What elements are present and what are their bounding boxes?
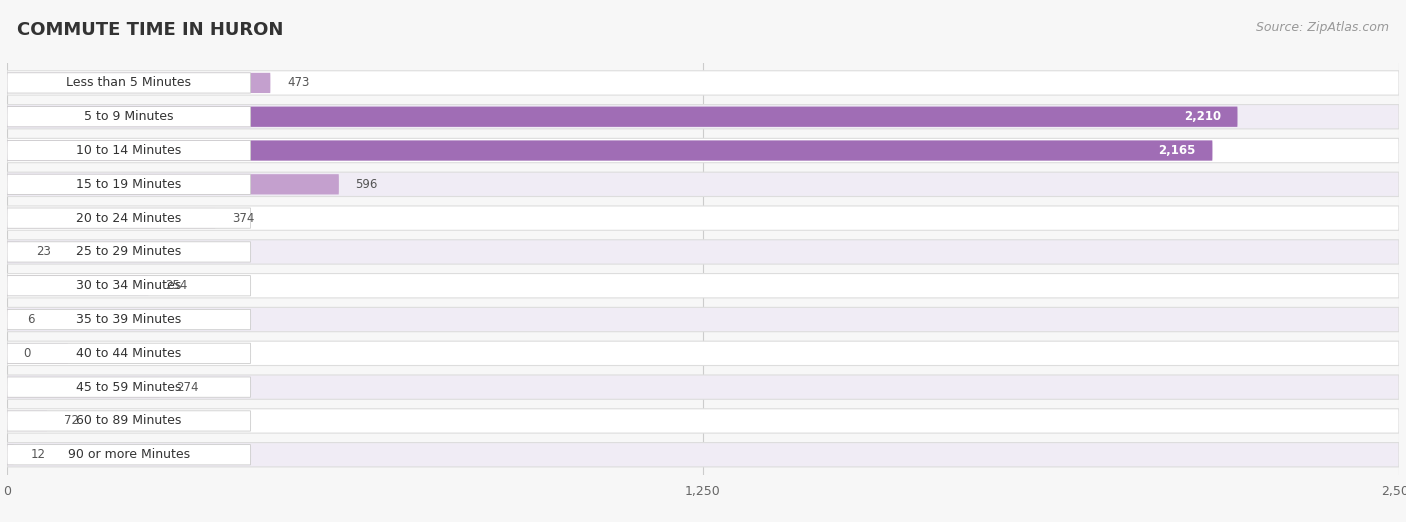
FancyBboxPatch shape <box>7 172 1399 196</box>
FancyBboxPatch shape <box>7 409 1399 433</box>
FancyBboxPatch shape <box>7 443 1399 467</box>
Text: 596: 596 <box>356 178 378 191</box>
FancyBboxPatch shape <box>7 276 250 296</box>
FancyBboxPatch shape <box>7 106 1237 127</box>
FancyBboxPatch shape <box>7 73 250 93</box>
Text: 72: 72 <box>63 414 79 428</box>
FancyBboxPatch shape <box>7 73 270 93</box>
Text: 6: 6 <box>27 313 35 326</box>
FancyBboxPatch shape <box>7 274 1399 298</box>
FancyBboxPatch shape <box>7 276 149 296</box>
Text: Less than 5 Minutes: Less than 5 Minutes <box>66 76 191 89</box>
FancyBboxPatch shape <box>7 138 1399 163</box>
FancyBboxPatch shape <box>7 310 250 330</box>
Text: 10 to 14 Minutes: 10 to 14 Minutes <box>76 144 181 157</box>
FancyBboxPatch shape <box>7 411 48 431</box>
FancyBboxPatch shape <box>7 377 160 397</box>
Text: 23: 23 <box>37 245 52 258</box>
FancyBboxPatch shape <box>7 307 1399 331</box>
Text: 20 to 24 Minutes: 20 to 24 Minutes <box>76 211 181 224</box>
Text: 15 to 19 Minutes: 15 to 19 Minutes <box>76 178 181 191</box>
Text: 35 to 39 Minutes: 35 to 39 Minutes <box>76 313 181 326</box>
Text: 90 or more Minutes: 90 or more Minutes <box>67 448 190 461</box>
FancyBboxPatch shape <box>7 310 10 330</box>
Text: 374: 374 <box>232 211 254 224</box>
Text: 45 to 59 Minutes: 45 to 59 Minutes <box>76 381 181 394</box>
Text: 254: 254 <box>165 279 187 292</box>
FancyBboxPatch shape <box>7 445 14 465</box>
Text: 12: 12 <box>31 448 45 461</box>
Text: 274: 274 <box>176 381 198 394</box>
FancyBboxPatch shape <box>7 208 215 228</box>
FancyBboxPatch shape <box>7 140 1212 161</box>
Text: 473: 473 <box>287 76 309 89</box>
FancyBboxPatch shape <box>7 71 1399 95</box>
FancyBboxPatch shape <box>7 343 67 363</box>
FancyBboxPatch shape <box>7 341 1399 365</box>
FancyBboxPatch shape <box>7 106 250 127</box>
Text: 2,210: 2,210 <box>1184 110 1220 123</box>
FancyBboxPatch shape <box>7 174 250 195</box>
FancyBboxPatch shape <box>7 375 1399 399</box>
FancyBboxPatch shape <box>7 104 1399 129</box>
FancyBboxPatch shape <box>7 206 1399 230</box>
Text: 60 to 89 Minutes: 60 to 89 Minutes <box>76 414 181 428</box>
FancyBboxPatch shape <box>7 411 250 431</box>
FancyBboxPatch shape <box>7 240 1399 264</box>
FancyBboxPatch shape <box>7 208 250 228</box>
Text: 40 to 44 Minutes: 40 to 44 Minutes <box>76 347 181 360</box>
Text: 0: 0 <box>24 347 31 360</box>
Text: 30 to 34 Minutes: 30 to 34 Minutes <box>76 279 181 292</box>
Text: 2,165: 2,165 <box>1159 144 1195 157</box>
FancyBboxPatch shape <box>7 377 250 397</box>
Text: 25 to 29 Minutes: 25 to 29 Minutes <box>76 245 181 258</box>
Text: Source: ZipAtlas.com: Source: ZipAtlas.com <box>1256 21 1389 34</box>
FancyBboxPatch shape <box>7 174 339 195</box>
FancyBboxPatch shape <box>7 445 250 465</box>
Text: 5 to 9 Minutes: 5 to 9 Minutes <box>84 110 173 123</box>
Text: COMMUTE TIME IN HURON: COMMUTE TIME IN HURON <box>17 21 283 39</box>
FancyBboxPatch shape <box>7 343 250 363</box>
FancyBboxPatch shape <box>7 140 250 161</box>
FancyBboxPatch shape <box>7 242 250 262</box>
FancyBboxPatch shape <box>7 242 20 262</box>
